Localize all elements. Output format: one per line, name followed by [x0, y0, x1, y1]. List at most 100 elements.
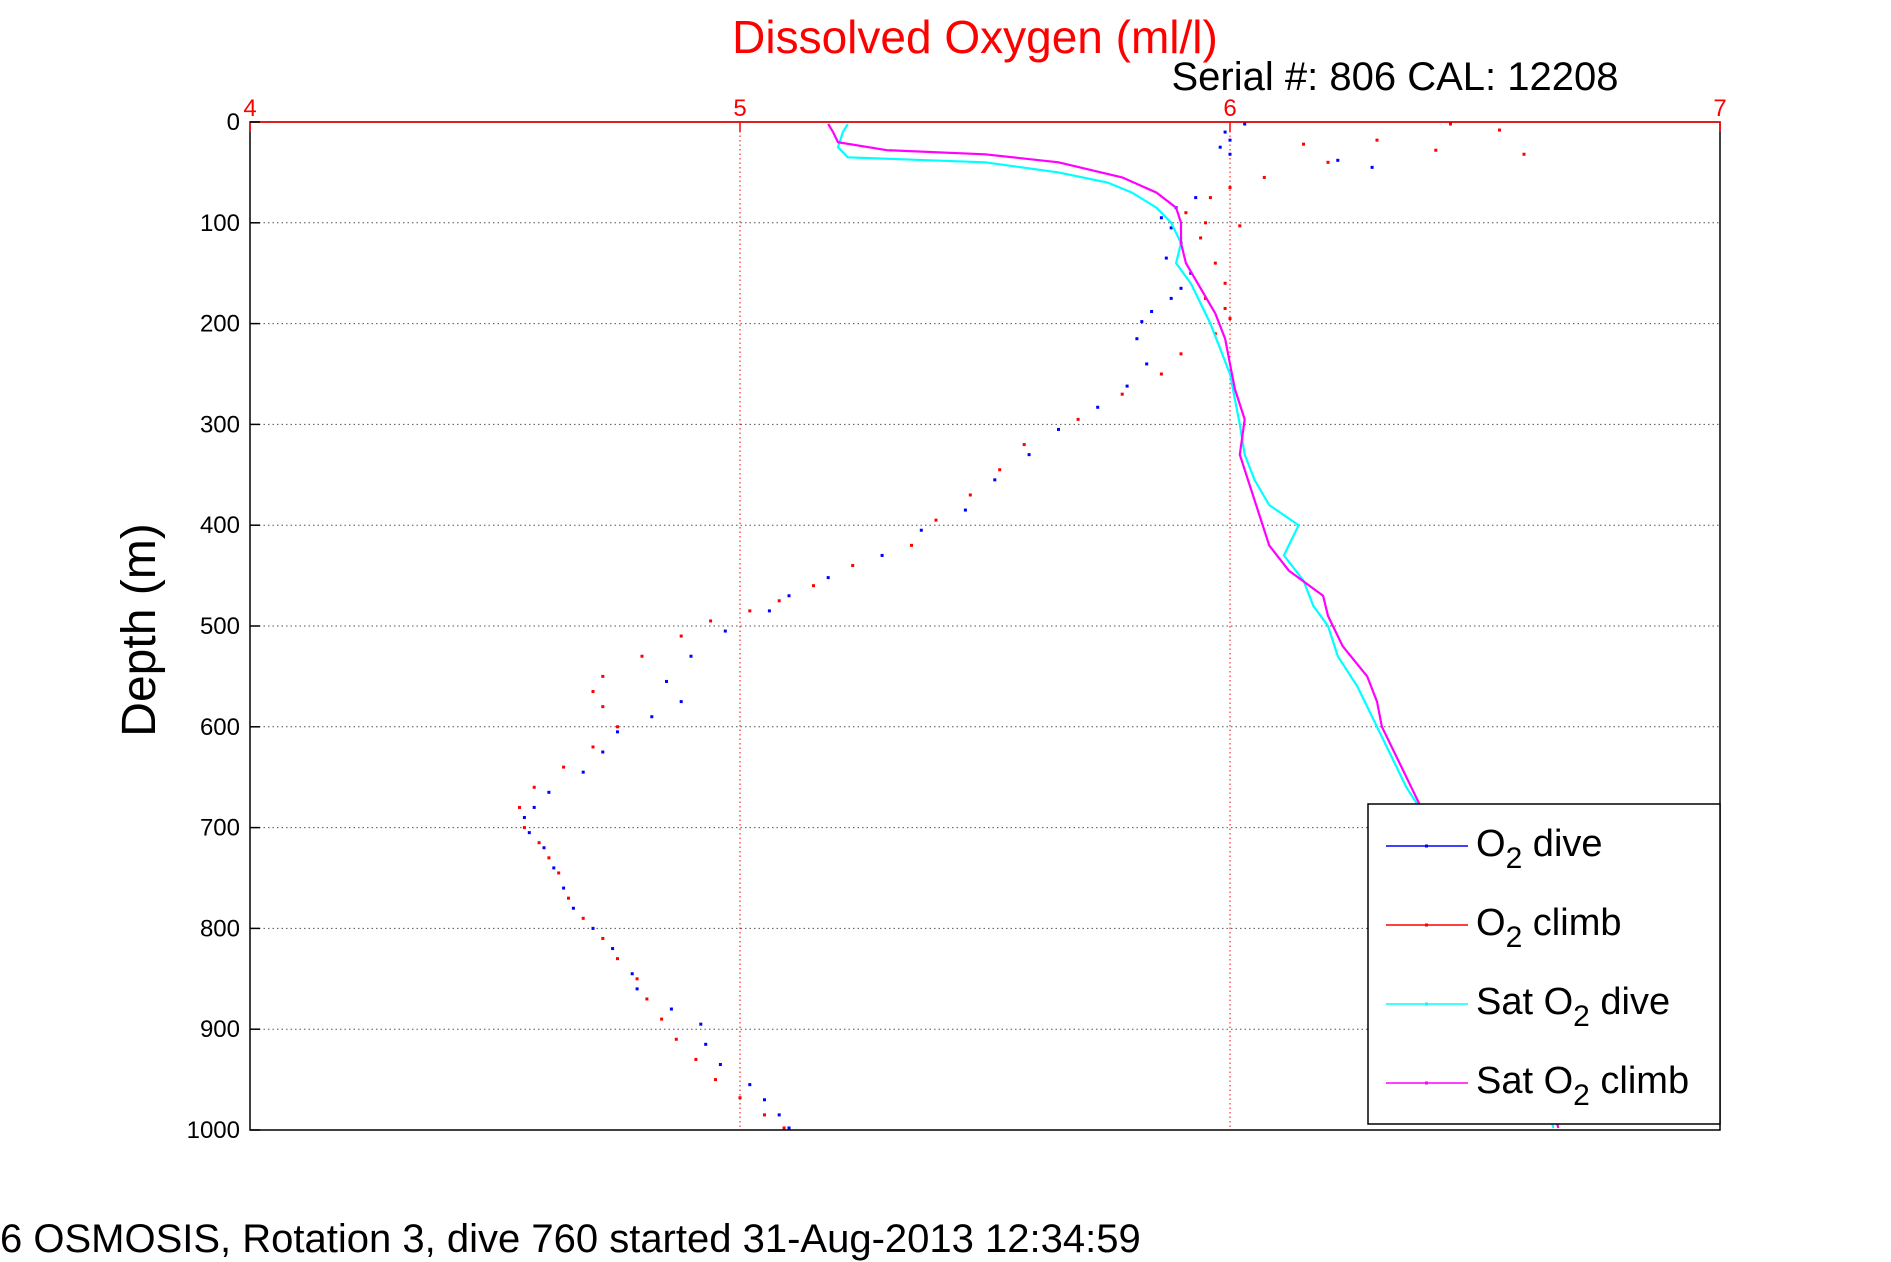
data-point [1375, 138, 1379, 142]
data-point [826, 576, 830, 580]
data-point [635, 987, 639, 991]
data-point [1135, 337, 1139, 341]
y-tick-label: 0 [227, 109, 240, 136]
data-point [616, 725, 619, 729]
data-point [777, 599, 781, 603]
data-point [1243, 122, 1247, 126]
data-point [591, 745, 595, 749]
data-point [748, 1083, 752, 1087]
data-point [919, 528, 923, 532]
y-tick-label: 300 [200, 411, 240, 438]
data-point [650, 715, 654, 719]
x-tick-layer: 4 5 6 7 [243, 95, 1727, 132]
y-tick-layer: 0 100 200 300 400 500 600 700 800 900 1000 [187, 109, 260, 1144]
data-point [1228, 317, 1232, 321]
data-point [674, 1037, 678, 1041]
data-point [630, 972, 634, 976]
data-point [552, 866, 556, 870]
data-point [1498, 128, 1501, 132]
data-point [714, 1078, 717, 1082]
data-point [679, 634, 683, 638]
data-point [748, 609, 752, 613]
data-point [1022, 443, 1026, 447]
data-point [1213, 261, 1217, 265]
data-point [1204, 221, 1207, 225]
data-point [763, 1113, 766, 1117]
x-tick-label: 7 [1713, 95, 1726, 122]
legend-box [1367, 803, 1721, 1125]
legend-swatch-marker [1425, 844, 1428, 848]
data-point [532, 805, 536, 809]
y-axis-label: Depth (m) [113, 523, 166, 736]
data-point [1184, 211, 1188, 215]
data-point [1159, 216, 1163, 220]
chart-title: Dissolved Oxygen (ml/l) [732, 11, 1218, 63]
data-point [665, 679, 668, 683]
data-point [537, 841, 541, 845]
data-point [1223, 130, 1227, 134]
data-point [601, 705, 605, 709]
data-point [616, 957, 619, 961]
data-point [1179, 352, 1183, 356]
legend-label: O2 climb [1476, 902, 1621, 954]
x-tick-label: 4 [243, 95, 256, 122]
data-point [963, 508, 967, 512]
data-point [1057, 427, 1060, 431]
data-point [1179, 286, 1183, 290]
y-tick-label: 800 [200, 915, 240, 942]
data-point [1159, 372, 1163, 376]
data-point [591, 690, 595, 694]
data-point [782, 1126, 786, 1130]
data-point [934, 518, 938, 522]
data-point [851, 564, 855, 568]
data-point [1194, 196, 1198, 200]
legend: O2 dive O2 climb Sat O2 dive Sat O2 climb [1367, 803, 1721, 1125]
data-point [1449, 122, 1452, 126]
data-point [1238, 224, 1242, 228]
data-point [1218, 145, 1222, 149]
data-point [660, 1017, 664, 1021]
data-point [1228, 186, 1232, 190]
data-point [1228, 152, 1232, 156]
data-point [699, 1022, 703, 1026]
data-point [557, 871, 561, 875]
data-point [689, 654, 693, 658]
legend-swatch-marker [1425, 923, 1428, 927]
data-point [601, 750, 605, 754]
data-point [763, 1098, 766, 1102]
series-o2-dive [522, 122, 1374, 1130]
data-point [616, 730, 619, 734]
legend-label: Sat O2 climb [1476, 1060, 1689, 1112]
data-point [1208, 196, 1212, 200]
data-point [723, 629, 727, 633]
series-line [836, 123, 1555, 1129]
data-point [1150, 310, 1154, 314]
data-point [910, 543, 913, 547]
data-point [581, 770, 585, 774]
y-tick-label: 1000 [187, 1117, 240, 1144]
y-tick-label: 400 [200, 512, 240, 539]
data-point [679, 700, 683, 704]
data-point [640, 654, 644, 658]
legend-label: Sat O2 dive [1476, 981, 1670, 1033]
data-point [738, 1096, 742, 1100]
data-point [812, 584, 815, 588]
data-point [591, 926, 595, 930]
data-point [787, 1126, 791, 1130]
data-point [718, 1062, 722, 1066]
data-point [704, 1042, 708, 1046]
data-point [522, 826, 526, 830]
data-point [581, 916, 585, 920]
data-point [542, 846, 546, 850]
data-point [1125, 384, 1129, 388]
data-point [669, 1007, 673, 1011]
legend-swatch-marker [1425, 1002, 1428, 1006]
data-point [1140, 320, 1144, 324]
data-point [998, 468, 1002, 472]
data-point [547, 856, 551, 860]
data-point [1076, 417, 1080, 421]
y-tick-label: 500 [200, 613, 240, 640]
data-point [968, 493, 972, 497]
data-point [1434, 148, 1438, 152]
